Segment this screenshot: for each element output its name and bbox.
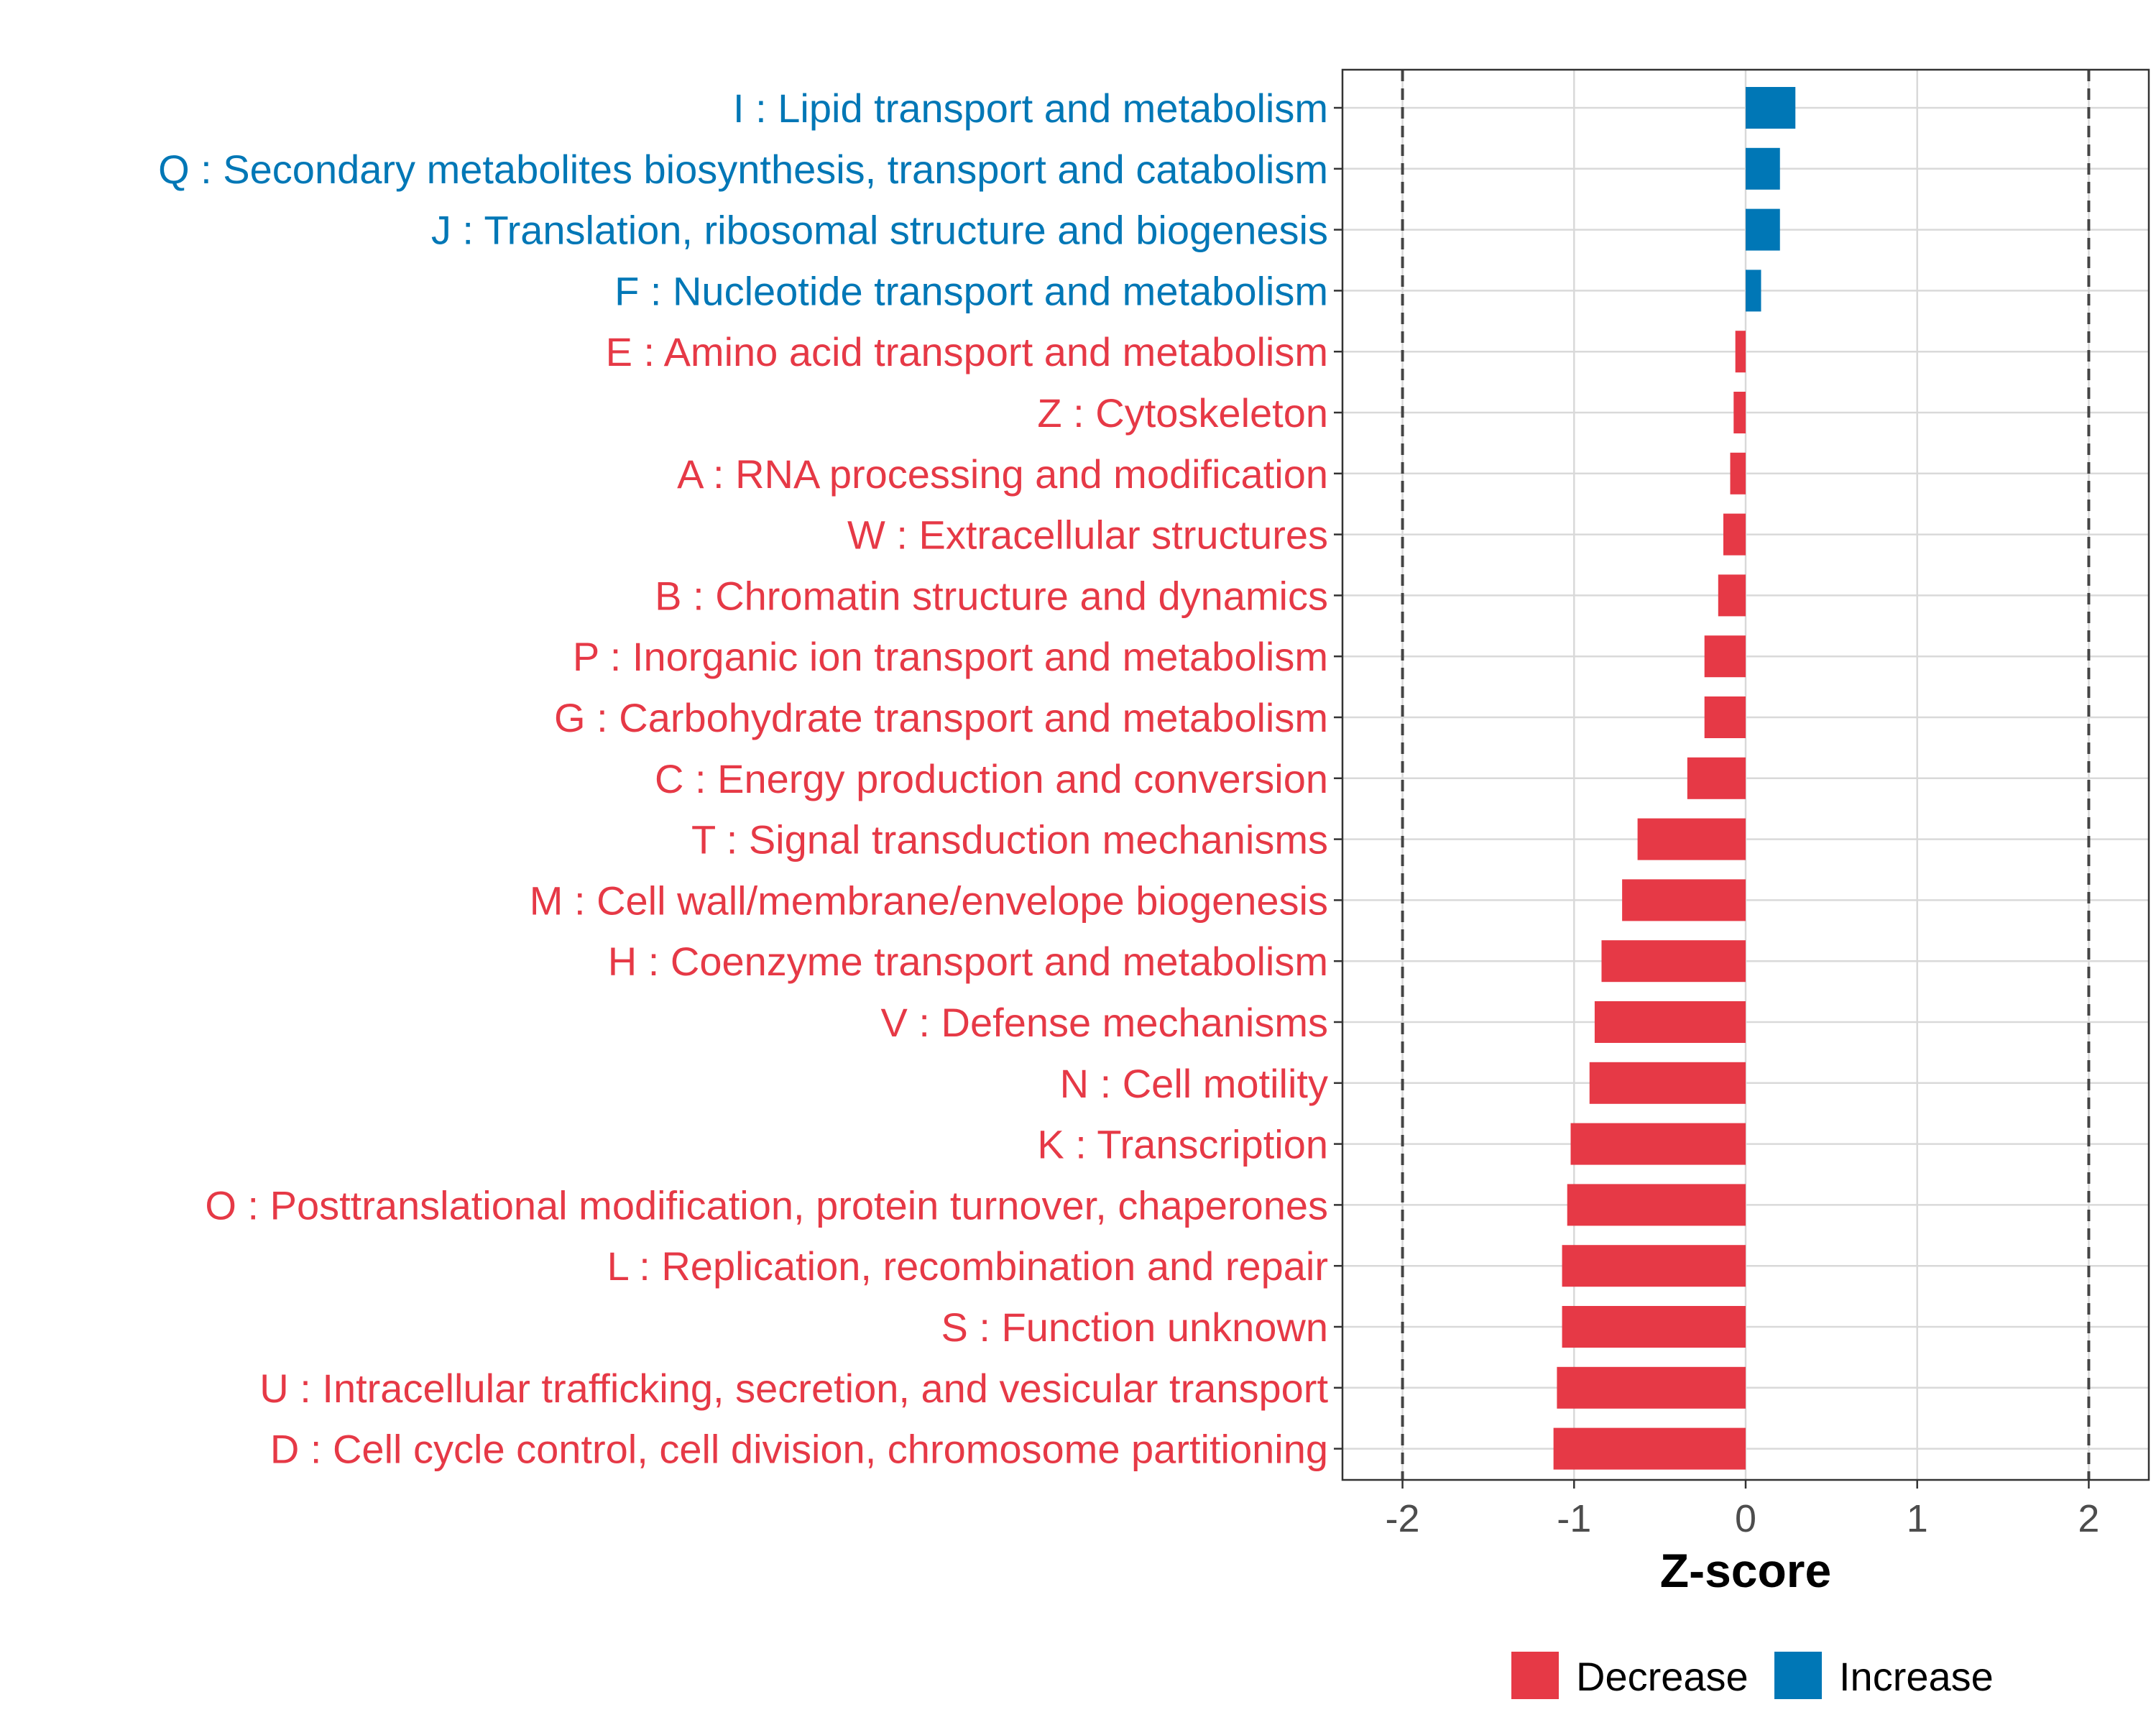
category-label: N : Cell motility xyxy=(1060,1061,1328,1106)
bar-decrease xyxy=(1735,331,1746,373)
bar-layer xyxy=(1553,87,1796,1470)
category-label: W : Extracellular structures xyxy=(847,512,1328,558)
bar-decrease xyxy=(1687,757,1746,799)
category-label: L : Replication, recombination and repai… xyxy=(607,1243,1328,1289)
x-tick-label: 2 xyxy=(2078,1497,2099,1540)
legend-swatch-increase xyxy=(1774,1652,1822,1699)
bar-increase xyxy=(1746,270,1761,312)
y-tick-marks xyxy=(1334,106,1342,1450)
bar-decrease xyxy=(1601,940,1746,983)
x-tick-label: -2 xyxy=(1386,1497,1420,1540)
x-axis-ticks: -2 -1 0 1 2 xyxy=(1386,1480,2099,1540)
legend-label-increase: Increase xyxy=(1839,1654,1994,1699)
category-label: H : Coenzyme transport and metabolism xyxy=(608,939,1328,984)
bar-decrease xyxy=(1704,635,1746,678)
bar-increase xyxy=(1746,208,1780,251)
category-label: S : Function unknown xyxy=(941,1305,1328,1350)
bar-decrease xyxy=(1557,1366,1746,1409)
bar-decrease xyxy=(1562,1245,1746,1287)
bar-decrease xyxy=(1718,574,1746,617)
category-label: M : Cell wall/membrane/envelope biogenes… xyxy=(530,878,1328,923)
category-label: G : Carbohydrate transport and metabolis… xyxy=(554,695,1328,740)
category-label: Q : Secondary metabolites biosynthesis, … xyxy=(158,147,1328,192)
category-label: P : Inorganic ion transport and metaboli… xyxy=(573,634,1328,679)
bar-increase xyxy=(1746,87,1796,129)
x-axis-title: Z-score xyxy=(1660,1544,1831,1597)
bar-increase xyxy=(1746,147,1780,190)
bar-decrease xyxy=(1704,696,1746,738)
category-label: D : Cell cycle control, cell division, c… xyxy=(270,1427,1328,1472)
reference-lines xyxy=(1401,70,2091,1480)
category-label: I : Lipid transport and metabolism xyxy=(733,86,1328,131)
legend-label-decrease: Decrease xyxy=(1576,1654,1749,1699)
x-tick-label: 0 xyxy=(1735,1497,1756,1540)
category-label: E : Amino acid transport and metabolism xyxy=(606,329,1328,374)
bar-decrease xyxy=(1730,452,1746,494)
category-label: V : Defense mechanisms xyxy=(881,1000,1328,1045)
bar-decrease xyxy=(1589,1062,1746,1104)
bar-decrease xyxy=(1553,1427,1746,1470)
category-label: U : Intracellular trafficking, secretion… xyxy=(259,1366,1328,1411)
category-label: K : Transcription xyxy=(1037,1122,1328,1167)
category-labels: I : Lipid transport and metabolism Q : Se… xyxy=(158,86,1328,1472)
bar-decrease xyxy=(1637,818,1746,860)
category-label: A : RNA processing and modification xyxy=(677,451,1328,497)
bar-decrease xyxy=(1622,879,1746,921)
bar-decrease xyxy=(1733,392,1746,433)
legend-swatch-decrease xyxy=(1511,1652,1559,1699)
category-label: C : Energy production and conversion xyxy=(655,756,1328,801)
bar-decrease xyxy=(1567,1184,1746,1226)
x-tick-label: -1 xyxy=(1557,1497,1591,1540)
x-tick-label: 1 xyxy=(1907,1497,1928,1540)
legend: Decrease Increase xyxy=(1511,1652,1994,1699)
category-label: F : Nucleotide transport and metabolism xyxy=(614,268,1328,313)
category-label: O : Posttranslational modification, prot… xyxy=(205,1182,1328,1228)
bar-decrease xyxy=(1594,1001,1746,1043)
category-label: T : Signal transduction mechanisms xyxy=(691,817,1328,862)
bar-decrease xyxy=(1562,1306,1746,1348)
category-label: J : Translation, ribosomal structure and… xyxy=(431,208,1328,253)
bar-decrease xyxy=(1570,1123,1746,1165)
category-label: Z : Cytoskeleton xyxy=(1037,390,1328,436)
bar-decrease xyxy=(1723,513,1746,556)
category-label: B : Chromatin structure and dynamics xyxy=(655,573,1328,618)
